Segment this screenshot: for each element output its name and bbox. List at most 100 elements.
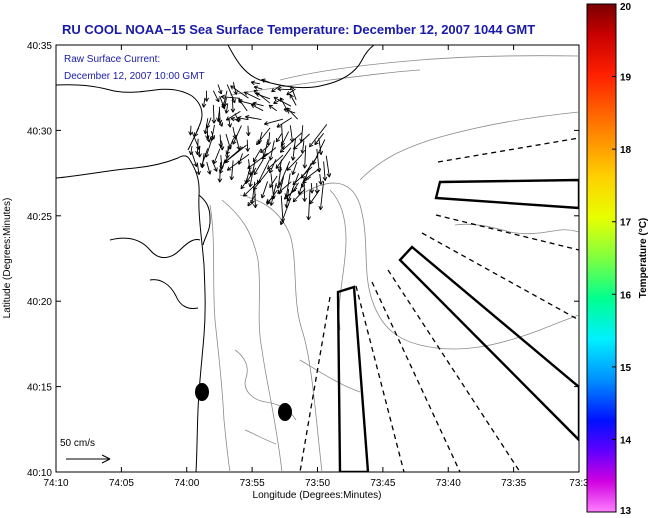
current-vector (206, 131, 211, 143)
current-vector (246, 167, 257, 183)
current-vector (318, 181, 325, 211)
current-vector (316, 148, 322, 173)
current-vector (206, 117, 212, 129)
current-vector (238, 99, 254, 105)
current-vector (240, 180, 248, 190)
colorbar-label: Temperature (°C) (638, 218, 649, 299)
current-vector (261, 78, 270, 83)
coastline-new-jersey (189, 159, 206, 472)
contour-4 (329, 189, 347, 331)
current-vector (253, 89, 271, 104)
current-vector (227, 118, 232, 128)
current-vector (261, 147, 277, 160)
current-vector (267, 154, 284, 170)
colorbar-tick-label: 14 (620, 435, 632, 446)
current-vector (277, 86, 292, 92)
map-layers (56, 45, 579, 472)
current-vector (220, 94, 241, 100)
x-tick-label: 74:10 (43, 478, 68, 489)
x-tick-label: 73:3 (569, 478, 589, 489)
current-vector (204, 139, 213, 158)
current-vector (210, 130, 216, 140)
colorbar-tick-label: 17 (620, 218, 632, 229)
current-vector (325, 155, 332, 178)
contour-1 (209, 204, 231, 472)
y-axis: 40:35 40:30 40:25 40:20 40:15 40:10 Latitude … (2, 41, 579, 479)
current-vector (218, 118, 223, 127)
beam-2 (435, 214, 579, 251)
current-vector (309, 189, 320, 205)
current-vector (260, 181, 269, 199)
y-tick-label: 40:10 (27, 468, 52, 479)
beam-4 (387, 269, 521, 472)
x-tick-label: 73:45 (370, 478, 395, 489)
current-vector (250, 104, 264, 112)
x-tick-label: 74:00 (174, 478, 199, 489)
current-vector (278, 161, 291, 186)
contour-10 (299, 359, 361, 393)
current-vector (275, 147, 292, 169)
x-axis: 74:10 74:05 74:00 73:55 73:50 73:45 73:40 73:35… (43, 45, 589, 501)
current-vector (286, 107, 299, 120)
coverage-boxes (336, 178, 579, 472)
current-vector (309, 124, 328, 148)
current-vector (289, 94, 297, 106)
current-vector (312, 139, 326, 165)
contour-2 (221, 199, 283, 472)
current-vector (279, 197, 292, 226)
current-vector (217, 84, 223, 95)
current-vector (253, 85, 263, 90)
colorbar-tick-label: 19 (620, 73, 632, 84)
contour-6 (359, 111, 579, 181)
current-vector (247, 194, 257, 207)
current-vector (293, 133, 310, 150)
current-vector (268, 159, 277, 174)
current-vector (252, 148, 262, 163)
current-vector (287, 173, 300, 202)
current-vector (223, 97, 228, 107)
current-vector (291, 161, 298, 176)
current-vector (260, 145, 269, 154)
current-vector (290, 85, 297, 100)
current-vector (279, 132, 303, 153)
current-vector (253, 187, 258, 209)
current-vector (271, 84, 282, 93)
colorbar-tick-label: 13 (620, 506, 632, 517)
current-vector (237, 115, 249, 121)
colorbar-tick-label: 18 (620, 145, 632, 156)
current-vector (277, 181, 292, 194)
coastline-long-island (227, 45, 375, 89)
current-vector (194, 127, 200, 137)
x-tick-label: 73:50 (305, 478, 330, 489)
current-vector (226, 153, 250, 171)
current-vector (230, 97, 236, 113)
y-tick-label: 40:25 (27, 212, 52, 223)
current-vector (265, 196, 275, 204)
current-vector (304, 167, 321, 180)
coverage-box-diagonal (398, 245, 579, 442)
y-axis-label: Latitude (Degrees:Minutes) (2, 198, 13, 319)
coverage-box-north (434, 178, 579, 210)
current-note-line1: Raw Surface Current: (64, 54, 160, 65)
current-vector (243, 91, 261, 101)
current-vector (250, 80, 261, 86)
x-tick-label: 73:35 (501, 478, 526, 489)
current-vector (246, 125, 251, 137)
contour-3 (239, 194, 323, 472)
current-vector (322, 161, 328, 181)
current-vector (276, 166, 282, 189)
current-vector (286, 154, 303, 171)
map-frame (55, 44, 580, 473)
current-vector (230, 85, 249, 99)
current-vector (309, 183, 315, 194)
current-vector (283, 187, 298, 200)
current-vector (264, 118, 284, 126)
contour-9 (454, 223, 579, 235)
beam-3 (421, 232, 579, 321)
current-vectors (188, 78, 332, 226)
y-tick-label: 40:30 (27, 126, 52, 137)
current-vector (196, 162, 201, 176)
current-vector (306, 190, 311, 221)
coastline-inland (109, 237, 201, 258)
